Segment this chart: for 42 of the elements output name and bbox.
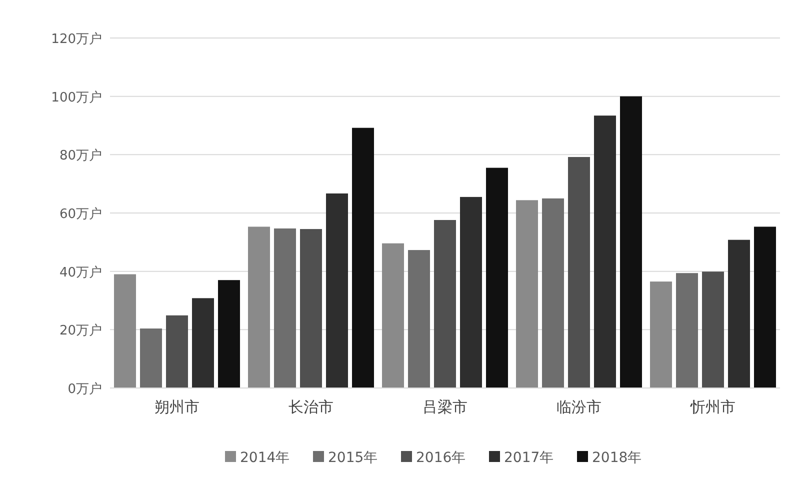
bar <box>248 226 270 388</box>
legend-label: 2018年 <box>592 450 642 466</box>
bar <box>516 200 538 388</box>
bar <box>140 328 162 388</box>
bar <box>650 282 672 388</box>
bar <box>408 250 430 388</box>
bar <box>676 273 698 388</box>
bar <box>568 157 590 388</box>
y-tick-label: 0万户 <box>68 382 102 397</box>
bar <box>218 280 240 388</box>
x-tick-label: 吕梁市 <box>422 398 468 416</box>
bar <box>620 96 642 388</box>
bar <box>486 168 508 388</box>
y-tick-label: 100万户 <box>51 90 102 106</box>
x-tick-label: 朔州市 <box>154 398 200 416</box>
legend-label: 2015年 <box>328 450 378 466</box>
bar <box>460 196 482 388</box>
bar <box>594 116 616 388</box>
bar <box>192 298 214 388</box>
legend-label: 2016年 <box>416 450 466 466</box>
bar <box>300 229 322 388</box>
legend-label: 2017年 <box>504 450 554 466</box>
x-tick-label: 忻州市 <box>690 398 736 416</box>
bar <box>274 228 296 388</box>
bar <box>542 198 564 388</box>
bar <box>166 315 188 388</box>
y-tick-label: 60万户 <box>59 207 102 222</box>
bar <box>728 240 750 388</box>
bar <box>702 272 724 388</box>
y-tick-label: 20万户 <box>59 324 102 339</box>
bar <box>114 274 136 388</box>
legend-label: 2014年 <box>240 450 290 466</box>
bar <box>352 128 374 388</box>
bar <box>754 226 776 388</box>
x-tick-label: 长治市 <box>288 398 334 416</box>
bar <box>382 243 404 388</box>
y-tick-label: 80万户 <box>59 148 102 164</box>
y-tick-label: 120万户 <box>51 32 102 47</box>
bar <box>434 220 456 388</box>
bar <box>326 193 348 388</box>
y-tick-label: 40万户 <box>59 265 102 280</box>
x-tick-label: 临汾市 <box>556 398 602 416</box>
